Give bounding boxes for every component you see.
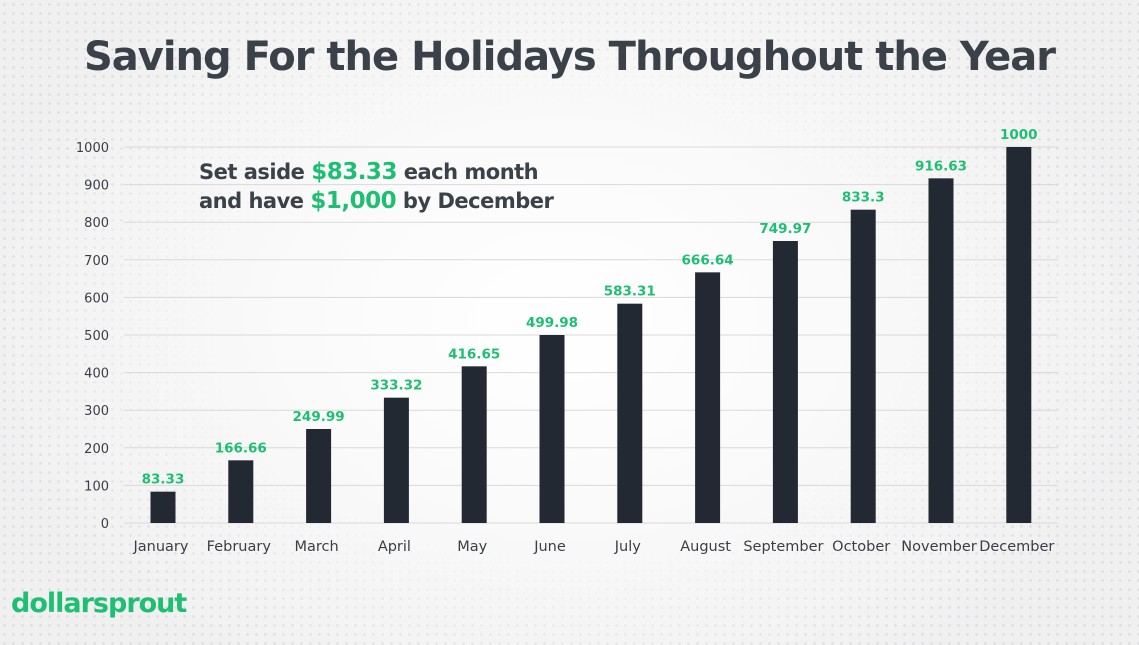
- dollarsprout-logo[interactable]: dollarsprout: [11, 588, 187, 619]
- x-tick-label: July: [614, 539, 641, 555]
- bar: [306, 429, 332, 523]
- x-tick-label: October: [832, 539, 890, 555]
- bar: [150, 491, 176, 523]
- bar: [228, 460, 254, 523]
- bar: [383, 397, 409, 523]
- data-label: 666.64: [682, 252, 734, 268]
- data-label: 333.32: [370, 378, 422, 394]
- y-tick-label: 0: [101, 517, 109, 532]
- data-label: 83.33: [142, 472, 185, 488]
- data-label: 249.99: [293, 409, 345, 425]
- callout-monthly-amount: $83.33: [311, 159, 397, 185]
- data-label: 833.3: [842, 190, 885, 206]
- y-tick-label: 500: [84, 329, 109, 344]
- x-tick-label: March: [294, 539, 338, 555]
- data-label: 916.63: [915, 158, 967, 174]
- x-tick-label: April: [378, 539, 411, 555]
- callout-line-2-prefix: and have: [199, 189, 304, 213]
- bar: [928, 178, 954, 524]
- y-tick-label: 100: [84, 479, 109, 494]
- chart-title: Saving For the Holidays Throughout the Y…: [83, 34, 1056, 80]
- data-label: 749.97: [759, 221, 811, 237]
- x-tick-label: September: [743, 539, 823, 555]
- bar: [539, 335, 565, 523]
- x-tick-label: January: [133, 539, 189, 555]
- y-tick-label: 800: [84, 216, 109, 231]
- y-tick-label: 400: [84, 367, 109, 382]
- callout-text: Set aside $83.33 each month and have $1,…: [199, 158, 554, 216]
- y-tick-label: 200: [84, 442, 109, 457]
- data-label: 583.31: [604, 284, 656, 300]
- callout-line-2: and have $1,000 by December: [199, 187, 554, 216]
- callout-line-1-suffix: each month: [403, 160, 539, 184]
- x-tick-label: November: [901, 539, 976, 555]
- callout-line-1-prefix: Set aside: [199, 160, 305, 184]
- bar: [461, 366, 487, 523]
- callout-total-amount: $1,000: [310, 188, 397, 214]
- y-tick-label: 600: [84, 291, 109, 306]
- callout-line-2-suffix: by December: [402, 189, 554, 213]
- y-tick-label: 700: [84, 254, 109, 269]
- y-tick-label: 900: [84, 179, 109, 194]
- bar: [695, 272, 721, 523]
- bar: [1006, 147, 1032, 523]
- data-label: 499.98: [526, 315, 578, 331]
- data-label: 166.66: [215, 440, 267, 456]
- bar: [772, 241, 798, 523]
- data-label: 1000: [1000, 127, 1038, 143]
- bar: [850, 209, 876, 523]
- data-label: 416.65: [448, 346, 500, 362]
- callout-line-1: Set aside $83.33 each month: [199, 158, 553, 187]
- x-tick-label: August: [680, 539, 731, 555]
- x-tick-label: June: [533, 539, 566, 555]
- y-tick-label: 300: [84, 404, 109, 419]
- x-tick-label: February: [207, 539, 272, 555]
- y-tick-label: 1000: [76, 141, 109, 156]
- x-tick-label: December: [979, 539, 1054, 555]
- x-tick-label: May: [457, 539, 487, 555]
- bar: [617, 303, 643, 523]
